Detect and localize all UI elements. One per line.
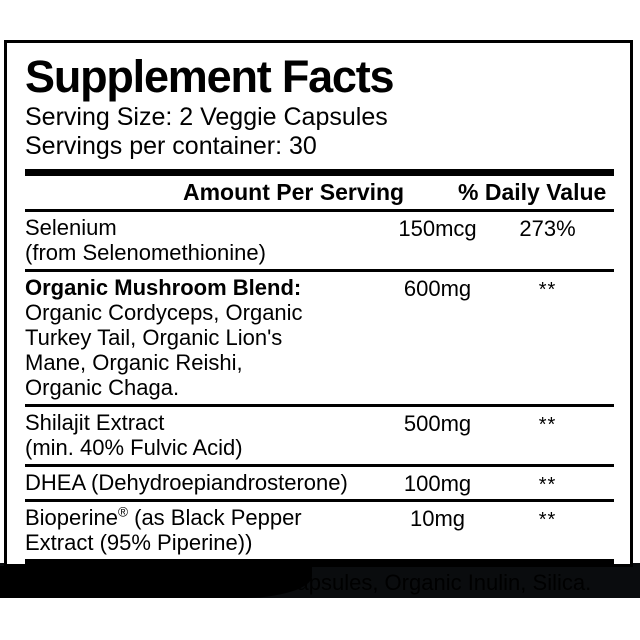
ingredient-name-suffix: (as Black Pepper — [128, 505, 302, 530]
ingredient-daily-value: ** — [538, 414, 557, 436]
supplement-facts-panel: Supplement Facts Serving Size: 2 Veggie … — [4, 40, 633, 595]
rule-thick-top — [25, 169, 614, 176]
ingredient-daily-value: ** — [538, 509, 557, 531]
registered-trademark-icon: ® — [117, 504, 128, 520]
ingredient-subtext-line: Organic Cordyceps, Organic — [25, 300, 303, 325]
ingredient-name: Organic Mushroom Blend: — [25, 275, 302, 300]
ingredient-name: Bioperine® (as Black Pepper — [25, 505, 380, 530]
table-row: Bioperine® (as Black Pepper Extract (95%… — [25, 502, 614, 559]
ingredient-subtext: Extract (95% Piperine)) — [25, 530, 253, 555]
ingredient-subtext: (from Selenomethionine) — [25, 240, 266, 265]
ingredient-names: DHEA (Dehydroepiandrosterone) — [25, 470, 380, 495]
ingredient-name: Shilajit Extract — [25, 410, 165, 435]
serving-size-line: Serving Size: 2 Veggie Capsules — [25, 103, 388, 131]
page-title: Supplement Facts — [25, 51, 395, 102]
ingredient-subtext: Organic Cordyceps, Organic Turkey Tail, … — [25, 300, 380, 400]
ingredient-amount: 100mg — [403, 471, 472, 496]
ingredient-names: Selenium (from Selenomethionine) — [25, 215, 380, 265]
servings-per-container-line: Servings per container: 30 — [25, 132, 317, 160]
table-row: Organic Mushroom Blend: Organic Cordycep… — [25, 272, 614, 404]
panel-content: Supplement Facts Serving Size: 2 Veggie … — [25, 51, 614, 596]
rule-after-row-1 — [25, 269, 614, 272]
ingredient-amount: 500mg — [403, 411, 472, 436]
rule-above-other-ingredients — [25, 559, 614, 565]
column-header-amount-per-serving: Amount Per Serving — [183, 179, 405, 205]
rule-under-column-headers — [25, 209, 614, 212]
ingredient-amount: 10mg — [409, 506, 466, 531]
rule-after-row-4 — [25, 499, 614, 502]
ingredient-daily-value: 273% — [519, 216, 576, 241]
ingredient-daily-value: ** — [538, 474, 557, 496]
column-header-daily-value: % Daily Value — [458, 179, 607, 205]
ingredient-name: Selenium — [25, 215, 117, 240]
column-header-row: Amount Per Serving % Daily Value — [25, 176, 614, 209]
ingredient-subtext-line: Turkey Tail, Organic Lion's — [25, 325, 283, 350]
ingredient-subtext-line: Mane, Organic Reishi, — [25, 350, 243, 375]
table-row: Shilajit Extract (min. 40% Fulvic Acid) … — [25, 407, 614, 464]
ingredient-daily-value: ** — [538, 279, 557, 301]
ingredient-names: Organic Mushroom Blend: Organic Cordycep… — [25, 275, 380, 400]
table-row: DHEA (Dehydroepiandrosterone) 100mg ** — [25, 467, 614, 499]
table-row: Selenium (from Selenomethionine) 150mcg … — [25, 212, 614, 269]
ingredient-amount: 600mg — [403, 276, 472, 301]
ingredient-amount: 150mcg — [398, 216, 477, 241]
ingredient-name-prefix: Bioperine — [25, 505, 118, 530]
ingredient-subtext: (min. 40% Fulvic Acid) — [25, 435, 243, 460]
rule-after-row-3 — [25, 464, 614, 467]
ingredient-names: Shilajit Extract (min. 40% Fulvic Acid) — [25, 410, 380, 460]
ingredient-subtext-line: Organic Chaga. — [25, 375, 180, 400]
package-shadow-shape — [0, 566, 312, 598]
ingredient-names: Bioperine® (as Black Pepper Extract (95%… — [25, 505, 380, 555]
rule-after-row-2 — [25, 404, 614, 407]
ingredient-name: DHEA (Dehydroepiandrosterone) — [25, 470, 348, 495]
other-ingredients-text: Other Ingredients: Veggie Capsules, Orga… — [25, 570, 592, 595]
